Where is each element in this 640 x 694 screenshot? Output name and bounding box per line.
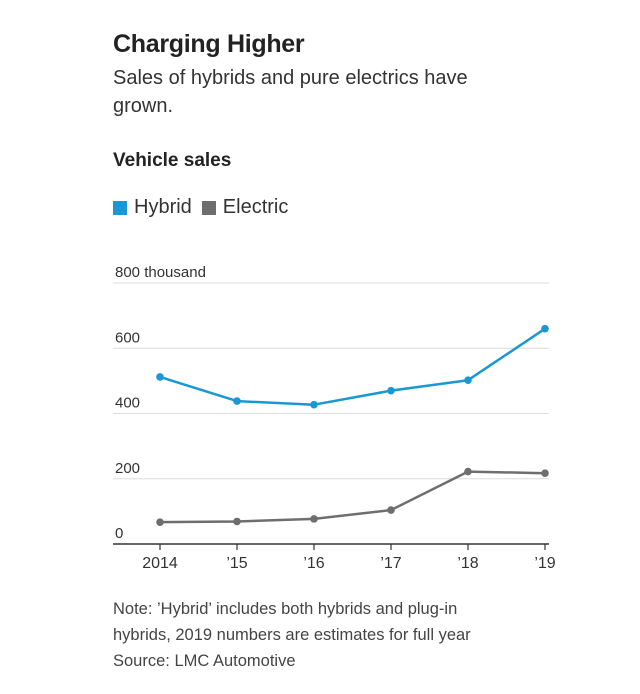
series-line-hybrid xyxy=(159,327,546,406)
data-point-hybrid-4 xyxy=(464,376,472,385)
note-line-1: Note: ’Hybrid’ includes both hybrids and… xyxy=(113,600,458,618)
x-tick-label-2: ’16 xyxy=(303,555,324,572)
x-tick-label-3: ’17 xyxy=(380,555,401,572)
note-line-2: hybrids, 2019 numbers are estimates for … xyxy=(113,626,471,644)
data-point-hybrid-3 xyxy=(387,386,395,395)
legend-swatch-electric xyxy=(201,200,216,215)
y-tick-label-400: 400 xyxy=(115,395,140,412)
data-point-electric-1 xyxy=(233,517,241,526)
x-tick-label-0: 2014 xyxy=(142,555,178,572)
x-tick-label-4: ’18 xyxy=(457,555,478,572)
data-point-electric-3 xyxy=(387,506,395,514)
legend: Hybrid Electric xyxy=(113,196,298,219)
data-point-electric-2 xyxy=(310,515,318,523)
legend-label-hybrid: Hybrid xyxy=(134,196,192,218)
legend-item-hybrid: Hybrid xyxy=(113,196,192,219)
chart-notes: Note: ’Hybrid’ includes both hybrids and… xyxy=(113,596,553,674)
data-point-electric-4 xyxy=(464,467,472,476)
legend-label-electric: Electric xyxy=(222,196,289,218)
source-line: Source: LMC Automotive xyxy=(113,652,296,670)
section-title: Vehicle sales xyxy=(113,150,232,171)
chart-subtitle: Sales of hybrids and pure electrics have… xyxy=(113,67,468,117)
legend-item-electric: Electric xyxy=(201,196,289,219)
data-point-electric-5 xyxy=(541,469,549,478)
data-point-electric-0 xyxy=(156,518,164,526)
x-tick-label-1: ’15 xyxy=(226,555,247,572)
y-tick-label-800: 800 thousand xyxy=(115,264,206,281)
y-tick-label-200: 200 xyxy=(115,460,140,477)
data-point-hybrid-5 xyxy=(541,324,549,333)
data-point-hybrid-2 xyxy=(310,400,318,409)
data-point-hybrid-1 xyxy=(233,397,241,405)
series-line-electric xyxy=(159,470,546,524)
legend-swatch-hybrid xyxy=(113,200,127,215)
y-tick-label-600: 600 xyxy=(115,329,140,346)
y-tick-label-0: 0 xyxy=(115,525,123,542)
data-point-hybrid-0 xyxy=(156,373,164,381)
x-tick-label-5: ’19 xyxy=(534,555,555,572)
chart-title: Charging Higher xyxy=(113,30,305,58)
